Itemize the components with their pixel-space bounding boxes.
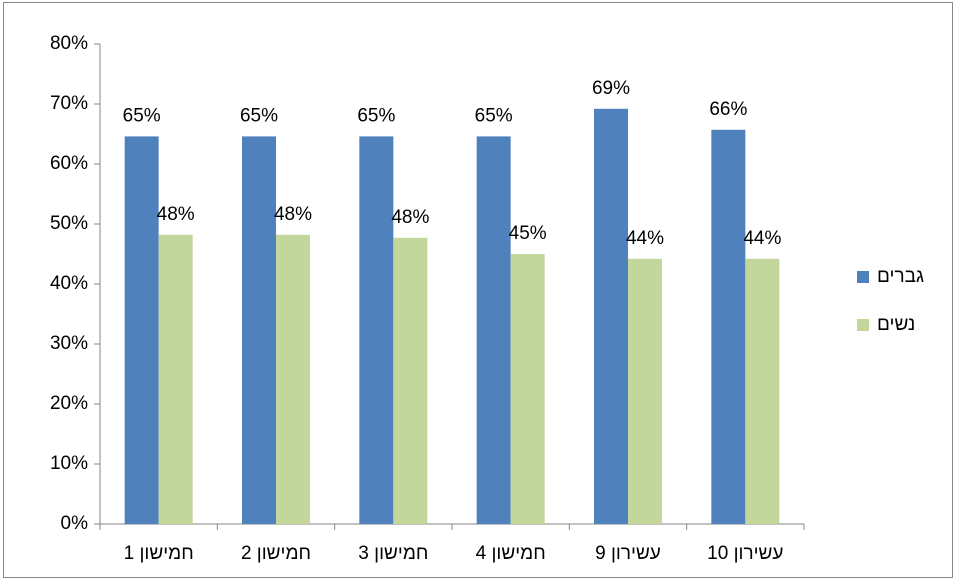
data-label: 66%	[709, 99, 747, 120]
data-label: 65%	[475, 105, 513, 126]
bar	[276, 234, 310, 525]
x-tick-label: חמישון 1	[124, 543, 194, 564]
bar	[393, 237, 428, 525]
y-tick-label: 80%	[50, 33, 88, 54]
x-tick-label: חמישון 2	[241, 543, 311, 564]
y-tick-label: 70%	[50, 93, 88, 114]
data-label: 69%	[592, 78, 630, 99]
data-label: 65%	[357, 105, 395, 126]
y-tick-label: 0%	[61, 513, 89, 534]
x-tick-label: עשירון 9	[595, 543, 661, 564]
legend-swatch	[857, 271, 869, 283]
bar	[711, 129, 746, 525]
data-label: 65%	[240, 105, 278, 126]
y-tick-label: 10%	[50, 453, 88, 474]
legend-swatch	[857, 319, 869, 331]
y-tick-label: 40%	[50, 273, 88, 294]
bar	[158, 234, 193, 525]
y-tick-label: 60%	[50, 153, 88, 174]
bar	[628, 258, 662, 524]
x-tick-label: עשירון 10	[707, 543, 783, 564]
data-label: 48%	[391, 207, 429, 228]
bar	[242, 136, 276, 524]
y-tick-label: 50%	[50, 213, 88, 234]
bar	[745, 258, 780, 524]
data-label: 45%	[509, 223, 547, 244]
bar	[594, 108, 628, 525]
data-label: 44%	[743, 228, 781, 249]
data-label: 48%	[157, 204, 195, 225]
x-tick-label: חמישון 3	[358, 543, 428, 564]
bar	[359, 136, 394, 524]
data-label: 65%	[123, 105, 161, 126]
legend-label: נשים	[877, 314, 915, 335]
y-tick-label: 30%	[50, 333, 88, 354]
y-tick-label: 20%	[50, 393, 88, 414]
legend-label: גברים	[877, 266, 924, 287]
data-label: 44%	[626, 228, 664, 249]
data-label: 48%	[274, 204, 312, 225]
bar	[476, 136, 511, 524]
x-tick-label: חמישון 4	[476, 543, 546, 564]
bar	[510, 254, 545, 524]
bar	[124, 136, 159, 524]
